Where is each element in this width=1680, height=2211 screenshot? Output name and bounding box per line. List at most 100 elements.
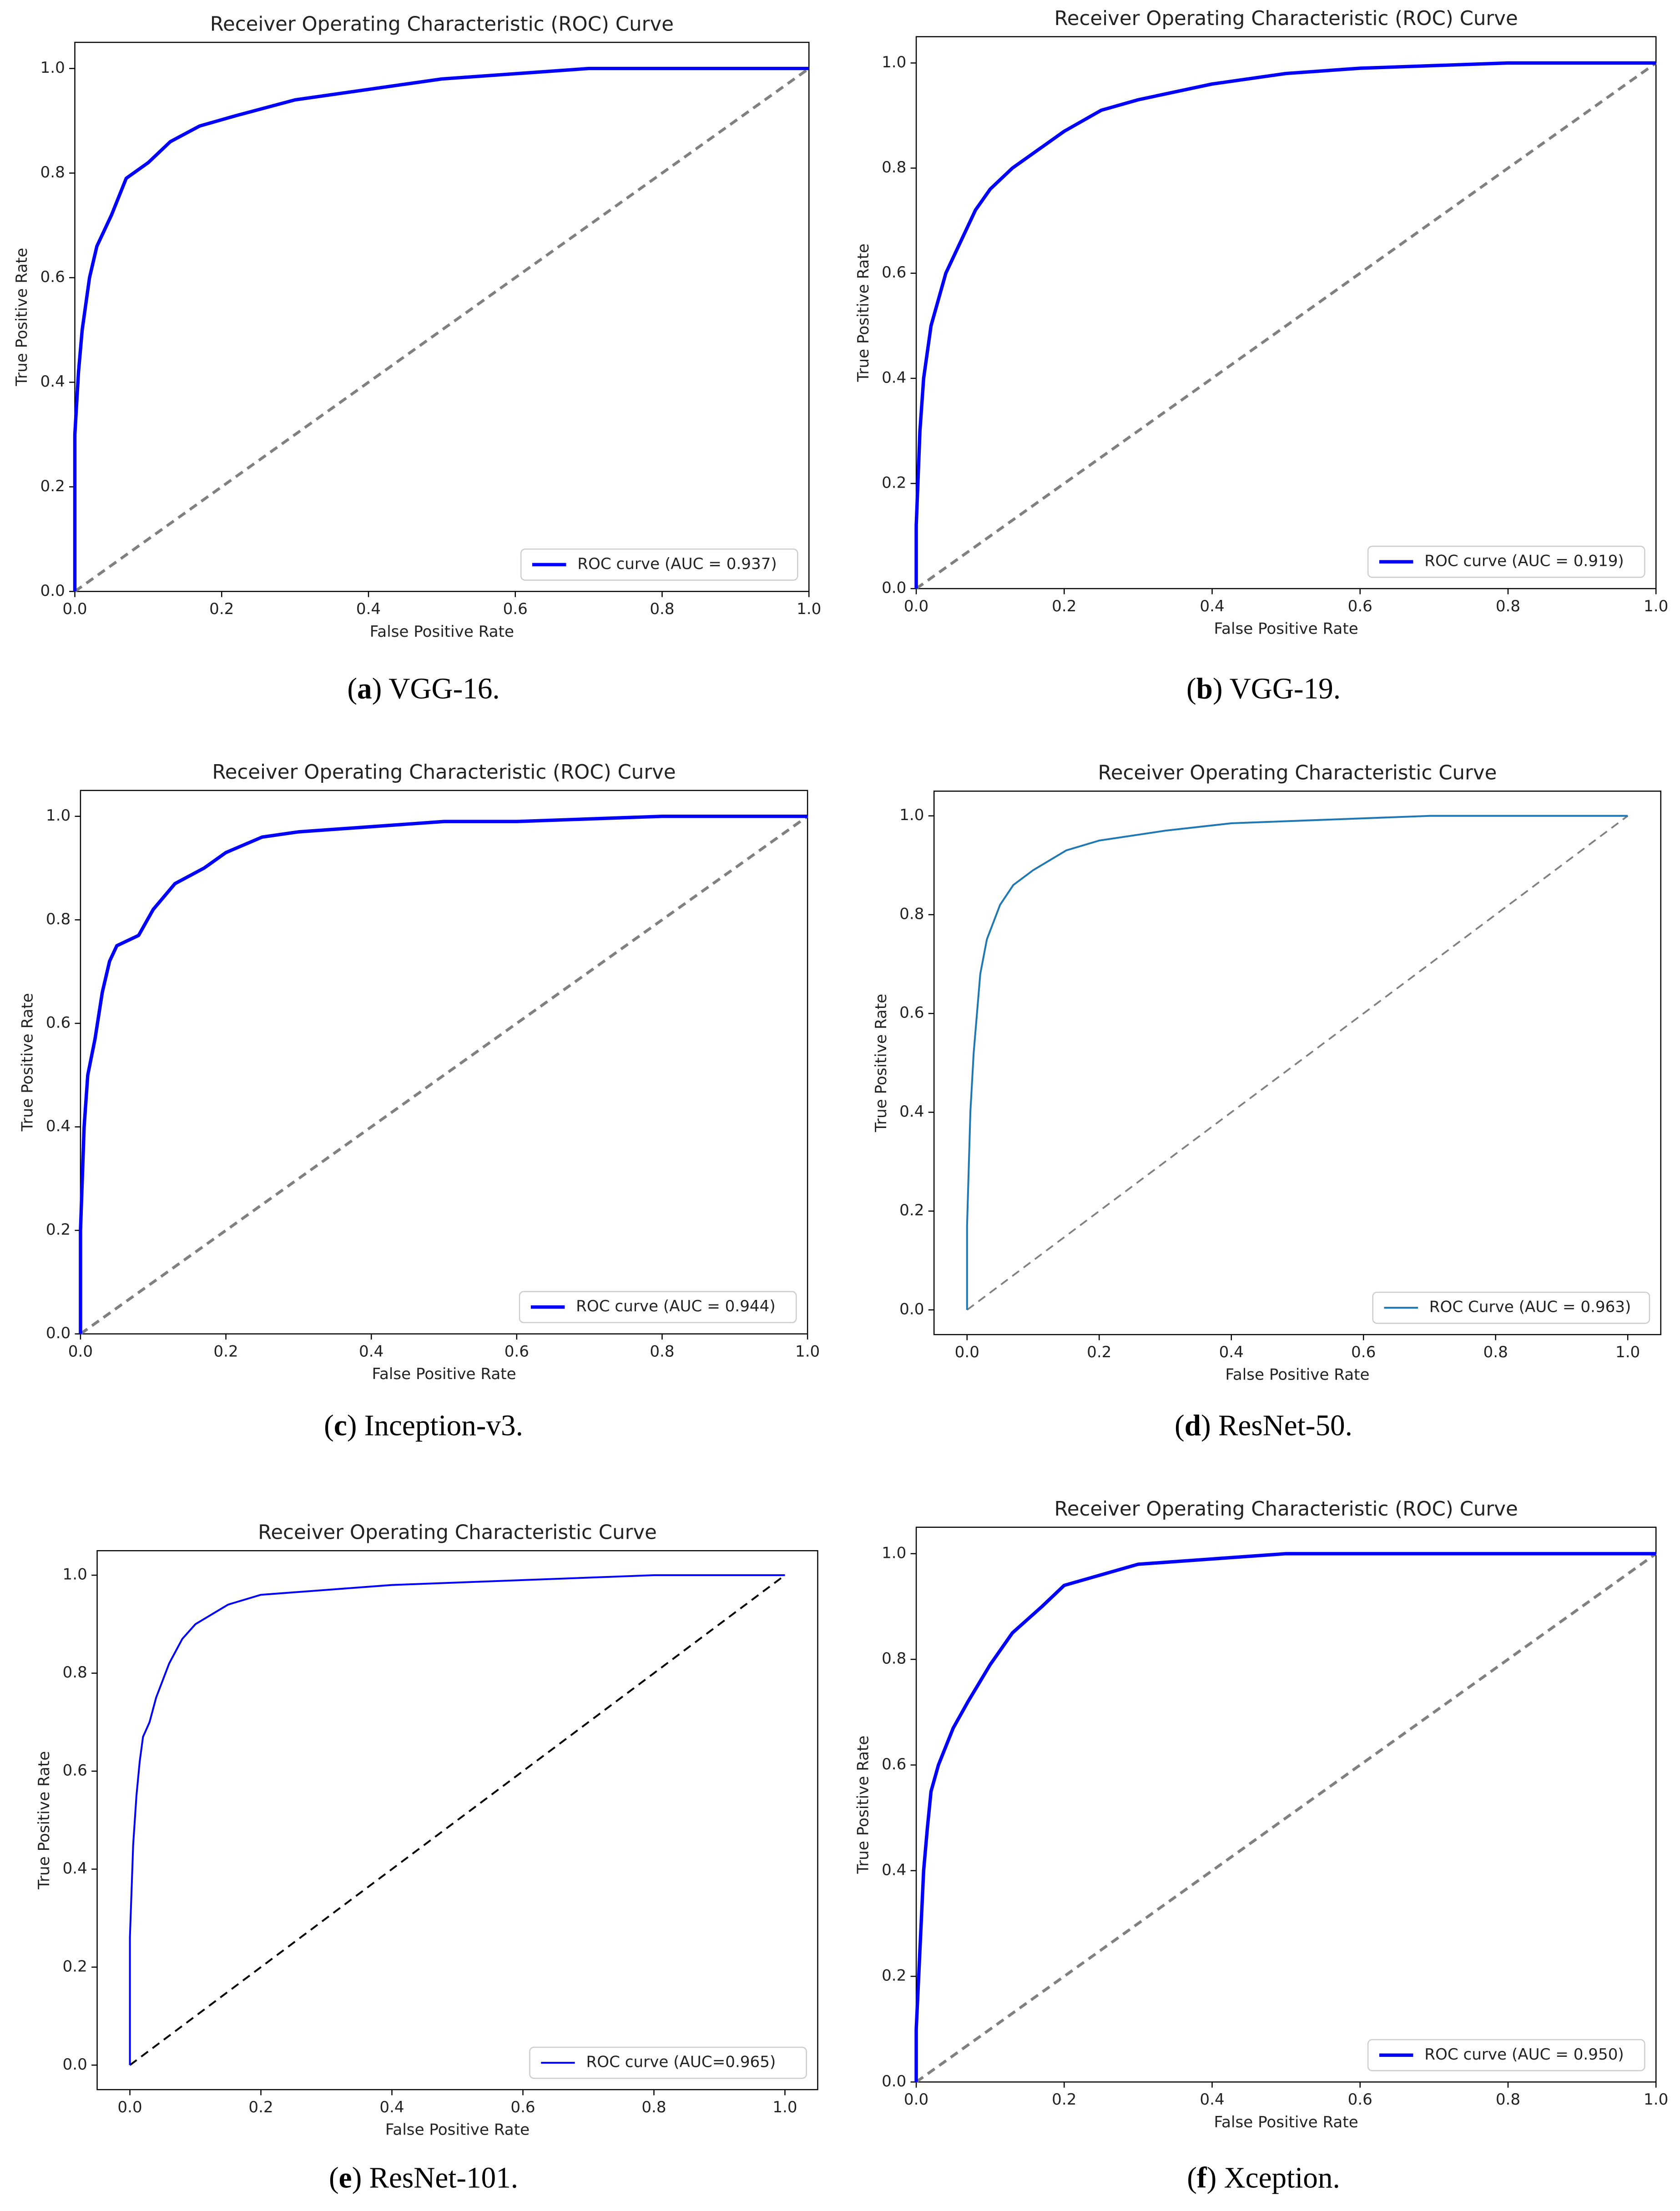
caption-part: ( <box>347 673 357 705</box>
caption-part: ) ResNet-50. <box>1201 1409 1352 1442</box>
caption-part: c <box>334 1409 347 1442</box>
x-tick-label: 0.6 <box>510 2098 535 2116</box>
chart-panel: Receiver Operating Characteristic (ROC) … <box>854 1498 1669 2195</box>
caption-part: ) Inception-v3. <box>347 1409 523 1442</box>
roc-curve <box>966 815 1628 1310</box>
x-tick-label: 0.2 <box>248 2098 273 2116</box>
reference-line <box>915 1552 1657 2083</box>
x-axis-label: False Positive Rate <box>1214 2113 1358 2131</box>
legend-label: ROC curve (AUC = 0.944) <box>576 1297 775 1315</box>
y-tick-label: 0.2 <box>899 1201 924 1219</box>
y-tick-label: 0.8 <box>882 158 906 176</box>
legend: ROC curve (AUC = 0.944) <box>519 1291 797 1324</box>
y-tick-label: 0.4 <box>40 373 65 391</box>
x-tick-label: 0.0 <box>68 1342 93 1360</box>
caption: (d) ResNet-50. <box>1175 1409 1352 1442</box>
legend: ROC curve (AUC = 0.937) <box>520 548 798 581</box>
x-tick-label: 0.2 <box>1052 597 1076 615</box>
legend: ROC Curve (AUC = 0.963) <box>1372 1291 1650 1324</box>
x-tick-label: 0.2 <box>1087 1343 1111 1361</box>
x-tick-label: 0.8 <box>641 2098 666 2116</box>
caption: (f) Xception. <box>1187 2162 1340 2195</box>
y-tick-label: 0.2 <box>63 1957 87 1975</box>
x-tick-label: 0.4 <box>356 600 381 618</box>
legend-box <box>519 1291 797 1324</box>
y-tick-label: 1.0 <box>882 1544 906 1562</box>
reference-line <box>966 815 1629 1311</box>
legend-label: ROC curve (AUC=0.965) <box>586 2053 776 2071</box>
roc-curve <box>129 1574 785 2065</box>
y-tick-label: 0.2 <box>46 1221 71 1239</box>
roc-curve <box>79 815 808 1334</box>
y-tick-label: 0.8 <box>46 910 71 928</box>
x-tick-label: 1.0 <box>1644 2090 1668 2109</box>
roc-curve <box>914 61 1656 589</box>
y-axis-label: True Positive Rate <box>854 1736 873 1874</box>
reference-line <box>74 67 810 593</box>
legend-label: ROC curve (AUC = 0.950) <box>1424 2045 1624 2064</box>
caption-part: ( <box>324 1409 334 1442</box>
caption-part: b <box>1196 673 1213 705</box>
reference-line <box>80 815 808 1335</box>
x-tick-label: 1.0 <box>1644 597 1668 615</box>
x-tick-label: 0.6 <box>1348 597 1372 615</box>
y-tick-label: 0.4 <box>882 1861 906 1879</box>
plot-frame <box>96 1550 818 2090</box>
legend: ROC curve (AUC=0.965) <box>529 2046 807 2079</box>
y-tick-label: 0.6 <box>882 263 906 282</box>
chart-title: Receiver Operating Characteristic (ROC) … <box>1054 7 1518 30</box>
y-axis-label: True Positive Rate <box>13 248 31 387</box>
caption-part: d <box>1185 1409 1201 1442</box>
chart-title: Receiver Operating Characteristic Curve <box>1098 762 1497 785</box>
y-tick-label: 0.4 <box>63 1859 87 1878</box>
caption: (b) VGG-19. <box>1186 673 1341 705</box>
y-tick-label: 0.6 <box>882 1755 906 1773</box>
legend-box <box>520 548 798 581</box>
x-tick-label: 0.4 <box>1200 2090 1224 2109</box>
x-tick-label: 0.8 <box>1496 2090 1520 2109</box>
caption-part: ( <box>1175 1409 1185 1442</box>
chart-panel: Receiver Operating Characteristic (ROC) … <box>854 7 1669 705</box>
x-tick-label: 1.0 <box>772 2098 797 2116</box>
x-tick-label: 0.0 <box>904 597 928 615</box>
caption-part: f <box>1197 2162 1207 2195</box>
x-tick-label: 0.0 <box>62 600 87 618</box>
legend-label: ROC curve (AUC = 0.919) <box>1424 552 1624 570</box>
chart-panel: Receiver Operating Characteristic Curve 0… <box>35 1521 818 2195</box>
roc-curve <box>73 66 809 592</box>
y-tick-label: 0.0 <box>882 579 906 597</box>
x-tick-label: 0.2 <box>209 600 234 618</box>
reference-line <box>915 61 1657 590</box>
x-axis-label: False Positive Rate <box>1225 1366 1369 1384</box>
y-tick-label: 0.8 <box>899 905 924 923</box>
x-tick-label: 1.0 <box>795 1342 820 1360</box>
x-axis-label: False Positive Rate <box>372 1365 516 1383</box>
caption: (a) VGG-16. <box>347 673 499 705</box>
legend-box <box>1372 1291 1650 1324</box>
y-tick-label: 0.4 <box>882 368 906 387</box>
x-axis-label: False Positive Rate <box>385 2121 530 2139</box>
y-tick-label: 0.2 <box>40 477 65 495</box>
chart-title: Receiver Operating Characteristic Curve <box>258 1521 657 1544</box>
y-tick-label: 0.0 <box>63 2055 87 2074</box>
x-tick-label: 0.8 <box>1496 597 1520 615</box>
caption-part: ) VGG-16. <box>372 673 500 705</box>
roc-curve <box>914 1552 1656 2082</box>
x-tick-label: 1.0 <box>1615 1343 1640 1361</box>
x-tick-label: 0.4 <box>1200 597 1224 615</box>
x-tick-label: 1.0 <box>797 600 821 618</box>
y-tick-label: 0.2 <box>882 473 906 492</box>
x-tick-label: 0.2 <box>1052 2090 1076 2109</box>
x-axis-label: False Positive Rate <box>370 623 514 641</box>
y-tick-label: 1.0 <box>899 806 924 824</box>
chart-title: Receiver Operating Characteristic (ROC) … <box>210 13 674 35</box>
x-tick-label: 0.8 <box>650 600 674 618</box>
y-tick-label: 1.0 <box>46 806 71 825</box>
y-tick-label: 0.0 <box>46 1324 71 1342</box>
x-tick-label: 0.0 <box>955 1343 979 1361</box>
legend: ROC curve (AUC = 0.950) <box>1367 2039 1645 2071</box>
legend: ROC curve (AUC = 0.919) <box>1367 545 1645 578</box>
x-tick-label: 0.8 <box>1483 1343 1508 1361</box>
